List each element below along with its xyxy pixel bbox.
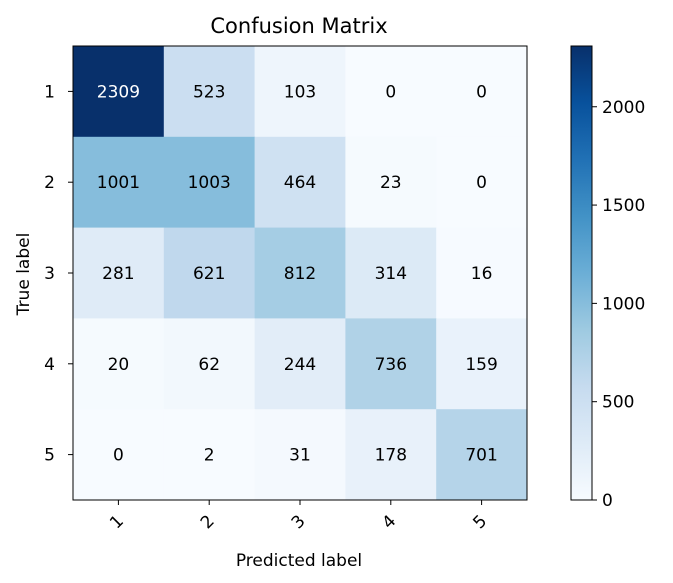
heatmap-cell [436,318,528,410]
colorbar-tick-label: 1500 [602,196,645,216]
chart-title: Confusion Matrix [210,14,387,38]
colorbar-tick-label: 0 [602,491,613,511]
cell-value-label: 701 [465,446,497,466]
cell-value-label: 314 [375,264,407,284]
cell-value-label: 621 [193,264,225,284]
heatmap-cell [254,318,346,410]
heatmap-cell [73,409,165,501]
heatmap-cell [163,136,256,229]
heatmap-cell [163,318,256,410]
heatmap-cell [436,409,528,501]
cell-value-label: 2 [204,446,215,466]
heatmap-cell [73,227,165,319]
heatmap-cell [345,227,437,319]
cell-value-label: 23 [380,173,402,193]
cell-value-label: 62 [198,355,220,375]
cell-value-label: 523 [193,82,225,102]
heatmap-cell [73,318,165,410]
y-tick-label: 4 [44,355,55,375]
cell-value-label: 0 [113,446,124,466]
cell-value-label: 16 [471,264,493,284]
cell-value-label: 103 [284,82,316,102]
heatmap-cells [73,46,528,501]
x-tick-label: 5 [469,511,491,533]
heatmap-cell [345,46,437,138]
cell-value-label: 1001 [97,173,140,193]
heatmap-cell [345,409,437,501]
heatmap-cell [436,136,528,229]
heatmap-cell [436,46,528,138]
heatmap-cell [163,227,256,319]
y-tick-label: 1 [44,82,55,102]
heatmap-cell [73,46,165,138]
cell-value-label: 281 [102,264,134,284]
heatmap-cell [254,227,346,319]
x-tick-label: 2 [197,511,219,533]
heatmap-cell [163,46,256,138]
heatmap-cell-labels: 2309 523 103 0 0 1001 1003 464 23 0 281 621 812 314 16… [97,82,498,465]
x-axis-ticks: 1 2 3 4 5 [106,500,491,533]
cell-value-label: 178 [375,446,407,466]
colorbar-tick-label: 1000 [602,294,645,314]
cell-value-label: 0 [476,173,487,193]
x-tick-label: 1 [106,511,128,533]
x-tick-label: 3 [288,511,310,533]
cell-value-label: 244 [284,355,316,375]
cell-value-label: 812 [284,264,316,284]
cell-value-label: 1003 [188,173,231,193]
y-axis-ticks: 1 2 3 4 5 [44,82,73,466]
heatmap-cell [254,46,346,138]
x-axis-label: Predicted label [236,551,362,571]
heatmap-cell [73,136,165,229]
heatmap-cell [436,227,528,319]
cell-value-label: 0 [385,82,396,102]
y-axis-label: True label [14,233,34,317]
heatmap-cell [163,409,256,501]
colorbar [570,45,593,501]
x-tick-label: 4 [379,511,401,533]
cell-value-label: 736 [375,355,407,375]
colorbar-ticks: 0 500 1000 1500 2000 [592,98,645,511]
y-tick-label: 3 [44,264,55,284]
cell-value-label: 464 [284,173,316,193]
cell-value-label: 2309 [97,82,140,102]
colorbar-tick-label: 500 [602,393,634,413]
y-tick-label: 5 [44,446,55,466]
colorbar-tick-label: 2000 [602,98,645,118]
heatmap-cell [345,318,437,410]
cell-value-label: 0 [476,82,487,102]
heatmap-cell [254,409,346,501]
cell-value-label: 159 [465,355,497,375]
cell-value-label: 20 [108,355,130,375]
cell-value-label: 31 [289,446,311,466]
y-tick-label: 2 [44,173,55,193]
heatmap-cell [345,136,437,229]
heatmap-cell [254,136,346,229]
